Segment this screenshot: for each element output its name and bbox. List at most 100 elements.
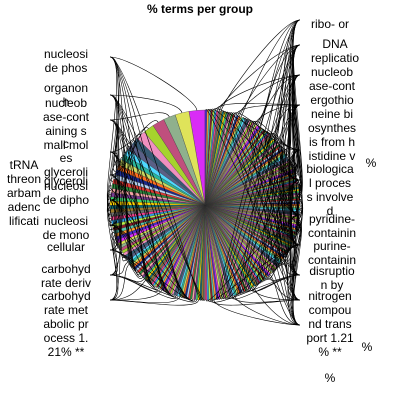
leader-line <box>293 179 303 210</box>
leader-line <box>222 149 301 299</box>
slice-label: nitrogen compou nd trans port 1.21% ** <box>306 289 354 359</box>
leader-line <box>109 94 184 298</box>
leader-line <box>109 94 150 283</box>
leader-line <box>277 143 301 301</box>
leader-line <box>109 119 152 284</box>
leader-line <box>109 56 119 243</box>
leader-line <box>252 286 301 326</box>
leader-line <box>291 44 301 176</box>
leader-line <box>109 94 183 113</box>
leader-line <box>109 263 131 301</box>
leader-line <box>284 104 301 154</box>
leader-line <box>288 159 301 326</box>
leader-line <box>109 94 166 292</box>
leader-line <box>224 111 301 301</box>
leader-line <box>109 119 186 299</box>
leader-line <box>292 178 301 326</box>
leader-line <box>231 112 301 181</box>
slice-label: DNA replicatio <box>311 37 359 65</box>
leader-line <box>109 146 131 251</box>
leader-line <box>108 174 118 223</box>
slice-label: nucleosi de mono <box>43 214 90 242</box>
leader-line <box>209 109 301 216</box>
leader-line <box>109 94 203 301</box>
leader-line <box>230 112 301 216</box>
slice-label: glyceroli <box>44 174 88 188</box>
leader-line <box>109 119 168 293</box>
leader-line <box>109 112 170 121</box>
leader-line <box>109 56 198 111</box>
slice-label: ergothio neine bi osynthes is from h istidin… <box>308 93 356 163</box>
slice-label: nucleosi de phos <box>44 47 88 75</box>
leader-line <box>262 129 301 301</box>
leader-line <box>109 224 194 301</box>
slice-label: % <box>366 156 377 170</box>
leader-line <box>279 146 301 246</box>
leader-line <box>109 56 132 266</box>
leader-line <box>272 74 301 139</box>
slice-label: nucleosi de dipho <box>43 179 89 207</box>
leader-line <box>109 261 129 276</box>
leader-line <box>109 119 135 270</box>
slice-label: nucleob ase-cont aining s mall mol <box>43 96 90 152</box>
leader-line <box>263 130 301 276</box>
slice-label: % <box>325 371 336 385</box>
leader-line <box>244 118 301 301</box>
slice-label: nucleob ase-cont <box>309 65 356 93</box>
slice-label: pyridine-containin <box>308 212 356 240</box>
leader-line <box>259 19 301 128</box>
leader-line <box>269 274 301 326</box>
leader-line <box>237 74 301 116</box>
slice-label: arbam <box>7 186 41 200</box>
leader-line <box>215 103 301 111</box>
leader-line <box>256 74 301 126</box>
leader-line <box>107 194 117 251</box>
leader-line <box>109 279 147 301</box>
slice-label: organon h <box>44 81 88 109</box>
leader-line <box>109 224 175 297</box>
slice-label: purine-containin <box>308 239 356 267</box>
leader-line <box>246 119 301 276</box>
leader-line <box>273 44 301 140</box>
chart-title: % terms per group <box>147 2 253 16</box>
leader-line <box>109 119 205 301</box>
leader-line <box>211 108 301 181</box>
leader-line <box>109 151 122 250</box>
slice-label: disruptio n by <box>309 264 355 292</box>
leader-line <box>249 120 301 216</box>
leader-line <box>109 94 119 245</box>
leader-line <box>207 109 301 246</box>
leader-line <box>285 74 301 155</box>
leader-line <box>109 134 141 201</box>
slice-label: ribo- or <box>311 17 349 31</box>
leader-line <box>109 56 148 282</box>
leader-line <box>278 144 301 276</box>
slice-label: glyceroli <box>44 165 88 179</box>
leader-line <box>109 151 137 271</box>
slice-label: c <box>63 137 69 151</box>
slice-label: threon <box>7 172 41 186</box>
leader-line <box>287 19 301 158</box>
leader-line <box>109 274 197 303</box>
leader-line <box>226 112 301 276</box>
leader-line <box>109 56 201 301</box>
leader-line <box>293 206 303 216</box>
leader-line <box>276 141 301 326</box>
leader-line <box>247 119 301 246</box>
leader-line <box>239 44 301 117</box>
leader-line <box>257 44 301 127</box>
slice-label: es <box>60 151 73 165</box>
leader-line <box>291 74 301 174</box>
leader-line <box>109 56 182 298</box>
leader-line <box>205 109 301 276</box>
slice-label: tRNA <box>10 158 39 172</box>
slice-label: biologica l proces s involve d <box>306 162 354 218</box>
slice-label: % <box>362 340 373 354</box>
leader-line <box>109 151 188 299</box>
leader-line <box>109 249 196 302</box>
leader-line <box>292 19 301 178</box>
leader-line <box>251 287 301 301</box>
leader-line <box>217 74 301 111</box>
